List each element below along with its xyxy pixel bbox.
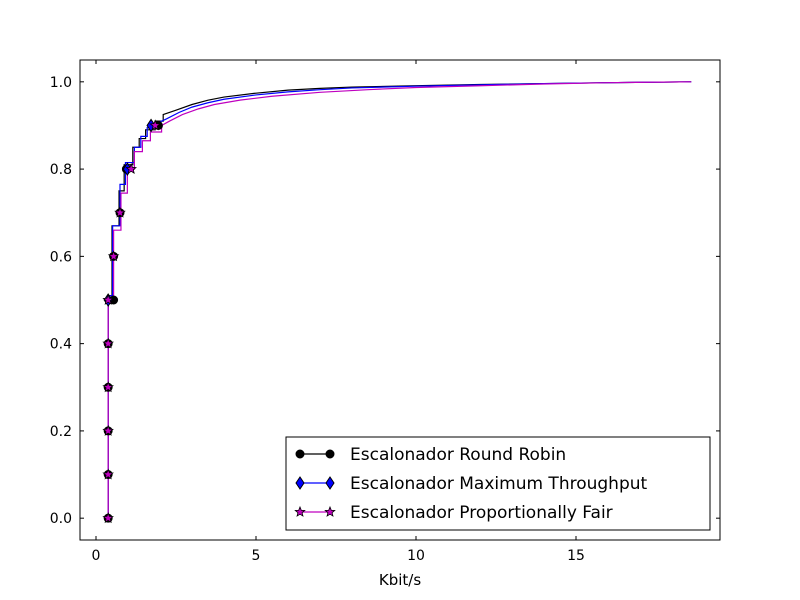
y-tick-label: 0.0	[50, 511, 72, 527]
series-line-3	[107, 81, 692, 519]
plot-frame	[79, 59, 721, 541]
series-3-marker	[149, 119, 161, 131]
y-tick-label: 0.8	[50, 162, 72, 178]
series-3-marker	[102, 512, 114, 524]
legend: Escalonador Round Robin Escalonador Maxim…	[285, 436, 711, 531]
series-3-marker	[102, 381, 114, 393]
x-axis-label: Kbit/s	[379, 571, 421, 589]
y-tick-label: 0.4	[50, 337, 72, 353]
legend-label: Escalonador Maximum Throughput	[350, 474, 648, 494]
legend-marker	[295, 476, 305, 490]
series-3-marker	[102, 337, 114, 349]
legend-marker	[325, 476, 335, 490]
x-tick-label: 0	[92, 548, 101, 564]
series-3-marker	[102, 468, 114, 480]
axis-ticks: 0 5 10 15 0.0 0.2 0.4 0.6 0.8 1.0	[50, 60, 720, 564]
x-tick-label: 5	[252, 548, 261, 564]
legend-label: Escalonador Round Robin	[350, 445, 566, 465]
series-3-marker	[114, 206, 126, 218]
y-tick-label: 1.0	[50, 75, 72, 91]
legend-marker	[325, 449, 335, 459]
legend-box	[285, 436, 711, 531]
series-3-marker	[102, 424, 114, 436]
y-tick-label: 0.6	[50, 249, 72, 265]
series-3-marker	[107, 250, 120, 262]
legend-marker	[324, 505, 336, 517]
legend-marker	[295, 449, 305, 459]
x-tick-label: 15	[567, 548, 585, 564]
series-3-marker	[102, 293, 114, 305]
legend-marker	[294, 505, 306, 517]
x-tick-label: 10	[407, 548, 425, 564]
y-tick-label: 0.2	[50, 424, 72, 440]
legend-label: Escalonador Proportionally Fair	[350, 503, 613, 523]
series-3-marker	[125, 163, 137, 175]
